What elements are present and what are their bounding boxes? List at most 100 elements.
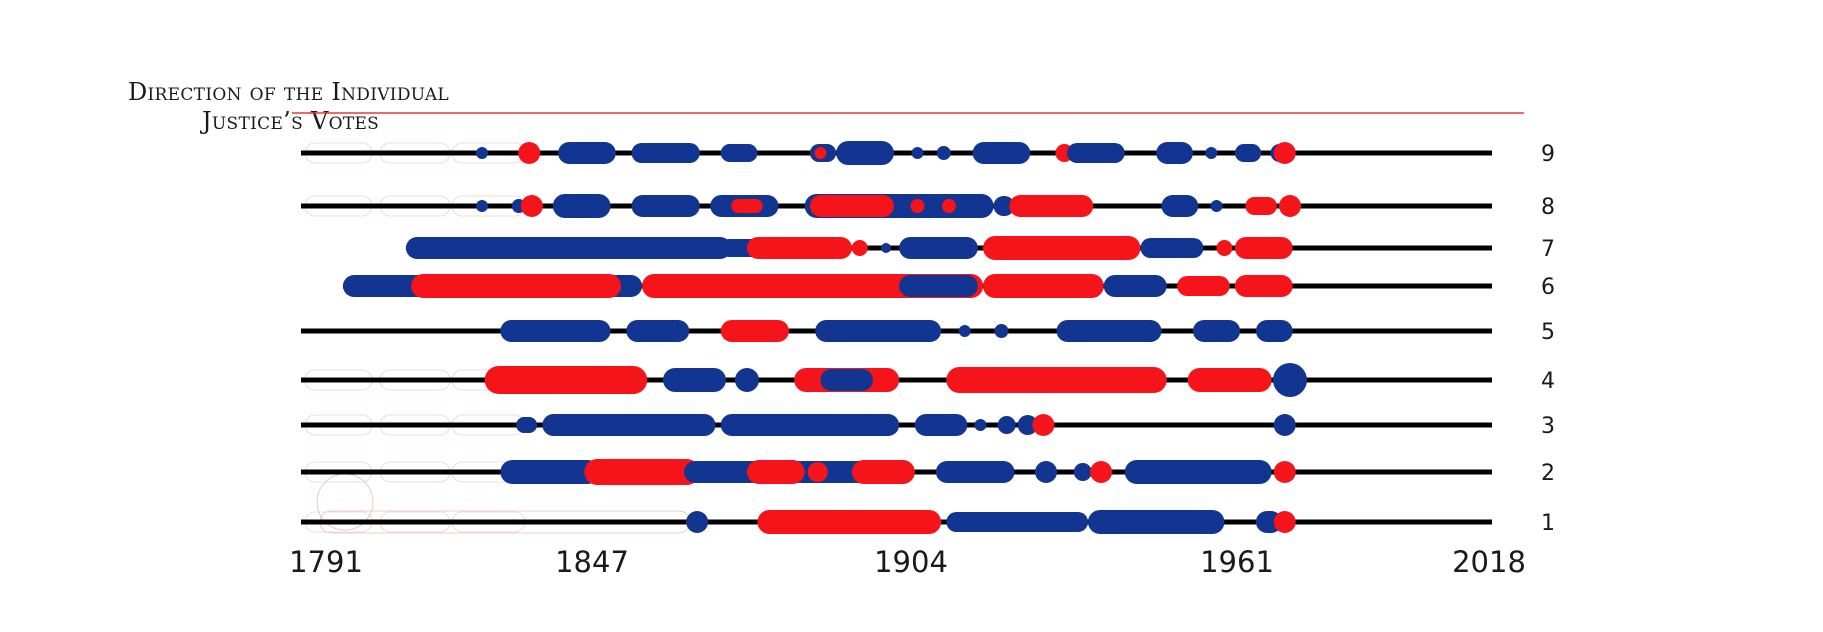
conservative-vote-mark (1279, 195, 1302, 217)
conservative-vote-mark (1187, 368, 1272, 392)
x-tick-1791: 1791 (289, 545, 363, 579)
row-label-6: 6 (1541, 275, 1555, 300)
liberal-vote-mark (881, 243, 892, 253)
liberal-vote-mark (936, 146, 951, 160)
x-tick-1904: 1904 (874, 545, 948, 579)
liberal-vote-mark (994, 324, 1009, 338)
liberal-vote-mark (1073, 463, 1092, 481)
liberal-vote-mark (914, 414, 968, 436)
liberal-vote-mark (734, 368, 759, 392)
liberal-vote-mark (1035, 461, 1058, 483)
liberal-vote-mark (1234, 144, 1262, 162)
liberal-vote-mark (1255, 320, 1293, 342)
title-line-2: Justice’s Votes (202, 107, 380, 135)
row-label-1: 1 (1541, 511, 1555, 536)
conservative-vote-mark (642, 274, 984, 298)
row-label-5: 5 (1541, 320, 1555, 345)
liberal-vote-mark (516, 417, 538, 433)
liberal-vote-mark (820, 369, 873, 391)
liberal-vote-mark (997, 416, 1016, 434)
liberal-vote-mark (720, 144, 758, 162)
conservative-vote-mark (520, 195, 543, 217)
liberal-vote-mark (972, 142, 1031, 164)
conservative-vote-mark (807, 462, 828, 482)
row-label-4: 4 (1541, 369, 1555, 394)
vote-marks (342, 141, 1308, 534)
liberal-vote-mark (500, 460, 601, 484)
liberal-vote-mark (684, 461, 768, 483)
title-line-1: Direction of the Individual (128, 78, 450, 106)
liberal-vote-mark (1056, 320, 1162, 342)
liberal-vote-mark (1088, 510, 1225, 534)
conservative-vote-mark (518, 142, 541, 164)
x-tick-2018: 2018 (1452, 545, 1526, 579)
conservative-vote-mark (411, 274, 622, 298)
conservative-vote-mark (1245, 197, 1277, 215)
conservative-vote-mark (1234, 237, 1293, 259)
conservative-vote-mark (814, 147, 827, 159)
liberal-vote-mark (911, 147, 924, 159)
liberal-vote-mark (500, 320, 611, 342)
conservative-vote-mark (1273, 461, 1296, 483)
conservative-vote-mark (946, 367, 1167, 393)
liberal-vote-mark (946, 512, 1089, 532)
liberal-vote-mark (1273, 414, 1296, 436)
liberal-vote-mark (1210, 200, 1223, 212)
liberal-vote-mark (836, 141, 894, 165)
liberal-vote-mark (631, 195, 700, 217)
row-label-3: 3 (1541, 414, 1555, 439)
x-tick-1847: 1847 (555, 545, 629, 579)
conservative-vote-mark (584, 459, 700, 485)
liberal-vote-mark (558, 142, 616, 164)
chart-title: Direction of the Individual Justice’s Vo… (128, 78, 449, 136)
conservative-vote-mark (1273, 142, 1296, 164)
liberal-vote-mark (405, 237, 732, 259)
conservative-vote-mark (731, 199, 763, 213)
conservative-vote-mark (910, 199, 925, 213)
conservative-vote-mark (757, 510, 942, 534)
liberal-vote-mark (899, 237, 978, 259)
liberal-vote-mark (1103, 275, 1167, 297)
liberal-vote-mark (899, 275, 978, 297)
conservative-vote-mark (1234, 275, 1293, 297)
liberal-vote-mark (552, 194, 611, 218)
conservative-vote-mark (1273, 511, 1296, 533)
liberal-vote-mark (686, 511, 709, 533)
conservative-vote-mark (746, 460, 805, 484)
liberal-vote-mark (626, 320, 690, 342)
row-label-2: 2 (1541, 461, 1555, 486)
conservative-vote-mark (1216, 240, 1233, 256)
liberal-vote-mark (1067, 143, 1125, 163)
liberal-vote-mark (1192, 320, 1241, 342)
liberal-vote-mark (720, 414, 900, 436)
row-label-9: 9 (1541, 142, 1555, 167)
x-tick-1961: 1961 (1200, 545, 1274, 579)
liberal-vote-mark (1124, 460, 1272, 484)
liberal-vote-mark (1273, 363, 1308, 397)
conservative-vote-mark (851, 460, 915, 484)
row-label-7: 7 (1541, 237, 1555, 262)
conservative-vote-mark (983, 274, 1104, 298)
liberal-vote-mark (958, 325, 971, 337)
x-axis-ticks: 1791 1847 1904 1961 2018 (289, 545, 1526, 579)
liberal-vote-mark (1140, 238, 1204, 258)
conservative-vote-mark (720, 320, 789, 342)
liberal-vote-mark (815, 320, 942, 342)
liberal-vote-mark (542, 414, 716, 436)
conservative-vote-mark (941, 199, 956, 213)
conservative-vote-mark (746, 237, 852, 259)
liberal-vote-mark (476, 147, 489, 159)
liberal-vote-mark (993, 196, 1015, 216)
row-labels: 9 8 7 6 5 4 3 2 1 (1541, 142, 1555, 536)
conservative-vote-mark (1090, 461, 1113, 483)
conservative-vote-mark (1009, 195, 1094, 217)
liberal-vote-mark (1156, 142, 1193, 164)
conservative-vote-mark (851, 240, 868, 256)
liberal-vote-mark (974, 419, 987, 431)
conservative-vote-mark (1032, 414, 1055, 436)
liberal-vote-mark (1161, 195, 1199, 217)
liberal-vote-mark (935, 461, 1015, 483)
liberal-vote-mark (663, 368, 726, 392)
liberal-vote-mark (1205, 147, 1218, 159)
